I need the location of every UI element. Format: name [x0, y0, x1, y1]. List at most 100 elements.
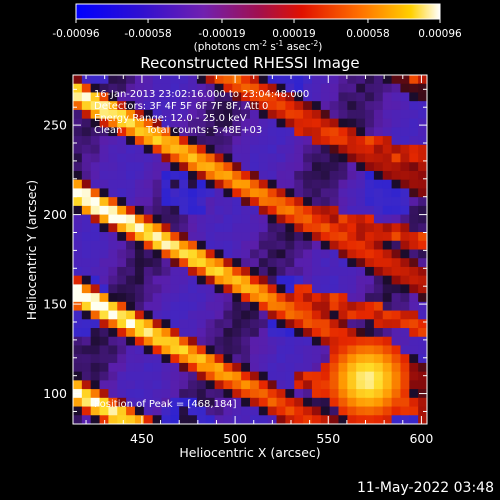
heatmap-cell — [400, 275, 410, 285]
heatmap-cell — [126, 389, 136, 399]
heatmap-cell — [117, 188, 127, 198]
heatmap-cell — [294, 258, 304, 268]
heatmap-cell — [117, 118, 127, 128]
heatmap-cell — [126, 258, 136, 268]
heatmap-cell — [250, 284, 260, 294]
heatmap-cell — [134, 162, 145, 172]
heatmap-cell — [81, 144, 92, 155]
heatmap-cell — [73, 354, 83, 364]
heatmap-cell — [170, 415, 180, 424]
heatmap-cell — [188, 214, 198, 224]
heatmap-cell — [365, 380, 375, 390]
heatmap-cell — [258, 101, 269, 111]
heatmap-cell — [356, 328, 366, 338]
heatmap-cell — [117, 319, 127, 329]
heatmap-cell — [356, 284, 366, 294]
heatmap-cell — [338, 101, 348, 111]
heatmap-cell — [81, 232, 92, 242]
heatmap-cell — [232, 205, 242, 216]
heatmap-cell — [391, 336, 402, 347]
heatmap-cell — [347, 266, 357, 277]
heatmap-cell — [373, 83, 384, 94]
heatmap-cell — [161, 223, 171, 233]
heatmap-cell — [143, 136, 154, 146]
heatmap-cell — [250, 144, 260, 155]
heatmap-cell — [99, 109, 109, 120]
heatmap-cell — [241, 301, 251, 312]
heatmap-cell — [356, 371, 366, 381]
heatmap-cell — [373, 310, 384, 320]
heatmap-cell — [329, 240, 340, 251]
heatmap-cell — [356, 188, 366, 198]
heatmap-cell — [90, 232, 101, 242]
heatmap-cell — [329, 275, 340, 285]
heatmap-cell — [90, 258, 101, 268]
heatmap-cell — [338, 397, 348, 408]
heatmap-cell — [205, 380, 216, 390]
heatmap-cell — [303, 249, 313, 259]
heatmap-cell — [373, 249, 384, 259]
heatmap-cell — [276, 153, 286, 163]
heatmap-cell — [311, 319, 322, 329]
heatmap-cell — [356, 397, 366, 408]
heatmap-cell — [241, 214, 251, 224]
heatmap-cell — [108, 240, 118, 251]
heatmap-cell — [258, 258, 269, 268]
heatmap-cell — [258, 249, 269, 259]
heatmap-cell — [285, 415, 295, 424]
heatmap-cell — [232, 336, 242, 347]
heatmap-cell — [400, 266, 410, 277]
heatmap-cell — [108, 153, 118, 163]
heatmap-cell — [418, 92, 427, 102]
heatmap-cell — [276, 144, 286, 155]
heatmap-cell — [258, 362, 269, 373]
heatmap-cell — [143, 188, 154, 198]
heatmap-cell — [418, 101, 427, 111]
heatmap-cell — [81, 205, 92, 216]
heatmap-cell — [294, 389, 304, 399]
heatmap-cell — [223, 109, 233, 120]
heatmap-cell — [152, 170, 163, 181]
heatmap-cell — [285, 153, 295, 163]
heatmap-cell — [311, 301, 322, 312]
heatmap-cell — [90, 179, 101, 190]
heatmap-cell — [311, 397, 322, 408]
heatmap-cell — [232, 328, 242, 338]
heatmap-cell — [126, 319, 136, 329]
heatmap-cell — [179, 266, 189, 277]
heatmap-cell — [90, 223, 101, 233]
heatmap-cell — [117, 162, 127, 172]
x-tick-label: 550 — [316, 431, 340, 446]
heatmap-cell — [205, 415, 216, 424]
heatmap-cell — [329, 223, 340, 233]
heatmap-cell — [117, 284, 127, 294]
heatmap-cell — [188, 188, 198, 198]
heatmap-cell — [196, 354, 207, 364]
heatmap-cell — [267, 310, 278, 320]
heatmap-cell — [303, 266, 313, 277]
heatmap-cell — [285, 162, 295, 172]
heatmap-cell — [117, 389, 127, 399]
heatmap-cell — [418, 328, 427, 338]
heatmap-cell — [294, 170, 304, 181]
heatmap-cell — [400, 109, 410, 120]
heatmap-cell — [400, 389, 410, 399]
heatmap-cell — [205, 310, 216, 320]
heatmap-cell — [214, 284, 225, 294]
heatmap-cell — [418, 249, 427, 259]
heatmap-cell — [214, 389, 225, 399]
heatmap-cell — [276, 310, 286, 320]
heatmap-cell — [365, 118, 375, 128]
heatmap-cell — [409, 284, 419, 294]
heatmap-cell — [391, 127, 402, 137]
heatmap-cell — [108, 127, 118, 137]
heatmap-cell — [161, 118, 171, 128]
heatmap-cell — [347, 284, 357, 294]
heatmap-cell — [126, 328, 136, 338]
heatmap-cell — [81, 301, 92, 312]
heatmap-cell — [311, 83, 322, 94]
heatmap-cell — [329, 118, 340, 128]
heatmap-cell — [117, 170, 127, 181]
heatmap-cell — [223, 240, 233, 251]
heatmap-cell — [338, 188, 348, 198]
